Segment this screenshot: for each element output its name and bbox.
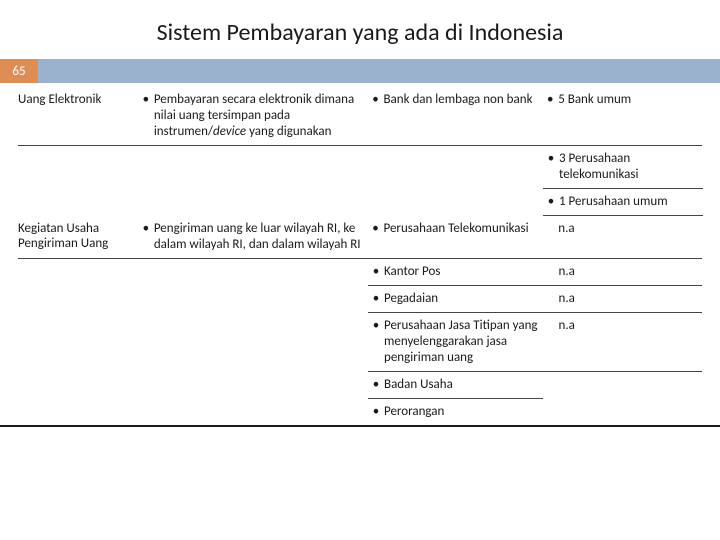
cat-line2: Pengiriman Uang: [18, 236, 132, 251]
bullet-icon: •: [543, 151, 559, 183]
cell-category: Kegiatan Usaha Pengiriman Uang: [18, 221, 138, 251]
cell-count: n.a: [542, 221, 702, 237]
cell-category: Uang Elektronik: [18, 92, 138, 107]
bullet-icon: •: [368, 377, 384, 393]
count-text: 3 Perusahaan telekomunikasi: [559, 151, 703, 183]
table-bottom-border: [0, 425, 720, 427]
table-subrow: • Perorangan: [368, 399, 543, 425]
bullet-icon: •: [368, 318, 384, 366]
table-subrow: • Perusahaan Jasa Titipan yang menyeleng…: [368, 313, 702, 372]
content-table: Uang Elektronik • Pembayaran secara elek…: [0, 83, 720, 437]
count-text: n.a: [558, 318, 702, 366]
provider-text: Perusahaan Jasa Titipan yang menyelengga…: [384, 318, 542, 366]
bullet-icon: •: [368, 264, 384, 280]
header-band: 65: [0, 59, 720, 83]
count-text: 1 Perusahaan umum: [559, 194, 703, 210]
provider-text: Pegadaian: [384, 291, 542, 307]
count-text: n.a: [558, 264, 702, 280]
bullet-icon: •: [138, 221, 154, 253]
provider-text: Perorangan: [384, 404, 543, 420]
bullet-icon: •: [542, 92, 558, 108]
slide-title: Sistem Pembayaran yang ada di Indonesia: [0, 18, 720, 59]
bullet-icon: •: [138, 92, 154, 140]
bullet-icon: •: [367, 221, 383, 237]
table-subrow: • 3 Perusahaan telekomunikasi: [543, 146, 703, 189]
cat-line1: Kegiatan Usaha: [18, 221, 132, 236]
table-row: Kegiatan Usaha Pengiriman Uang • Pengiri…: [18, 216, 702, 259]
table-subrow: • Kantor Pos n.a: [368, 259, 702, 286]
cell-count: • 5 Bank umum: [542, 92, 702, 108]
provider-text: Badan Usaha: [384, 377, 543, 393]
header-bar: [38, 59, 720, 83]
bullet-icon: •: [368, 404, 384, 420]
provider-text: Kantor Pos: [384, 264, 542, 280]
cell-description: • Pembayaran secara elektronik dimana ni…: [138, 92, 368, 140]
table-subrow: • 1 Perusahaan umum: [543, 189, 703, 216]
slide-number-badge: 65: [0, 59, 38, 83]
table-subrow: • Pegadaian n.a: [368, 286, 702, 313]
desc-text: Pengiriman uang ke luar wilayah RI, ke d…: [154, 221, 368, 253]
count-text: n.a: [558, 221, 702, 237]
provider-text: Perusahaan Telekomunikasi: [383, 221, 542, 237]
bullet-icon: •: [368, 291, 384, 307]
bullet-icon: •: [543, 194, 559, 210]
provider-text: Bank dan lembaga non bank: [383, 92, 542, 108]
desc-text-italic: device: [213, 124, 249, 139]
cell-description: • Pengiriman uang ke luar wilayah RI, ke…: [138, 221, 368, 253]
cell-provider: • Bank dan lembaga non bank: [367, 92, 542, 108]
table-row: Uang Elektronik • Pembayaran secara elek…: [18, 87, 702, 146]
table-subrow: • Badan Usaha: [368, 372, 543, 399]
count-text: 5 Bank umum: [558, 92, 702, 108]
bullet-icon: •: [367, 92, 383, 108]
cell-provider: • Perusahaan Telekomunikasi: [367, 221, 542, 237]
desc-text-post: yang digunakan: [249, 124, 331, 139]
count-text: n.a: [558, 291, 702, 307]
